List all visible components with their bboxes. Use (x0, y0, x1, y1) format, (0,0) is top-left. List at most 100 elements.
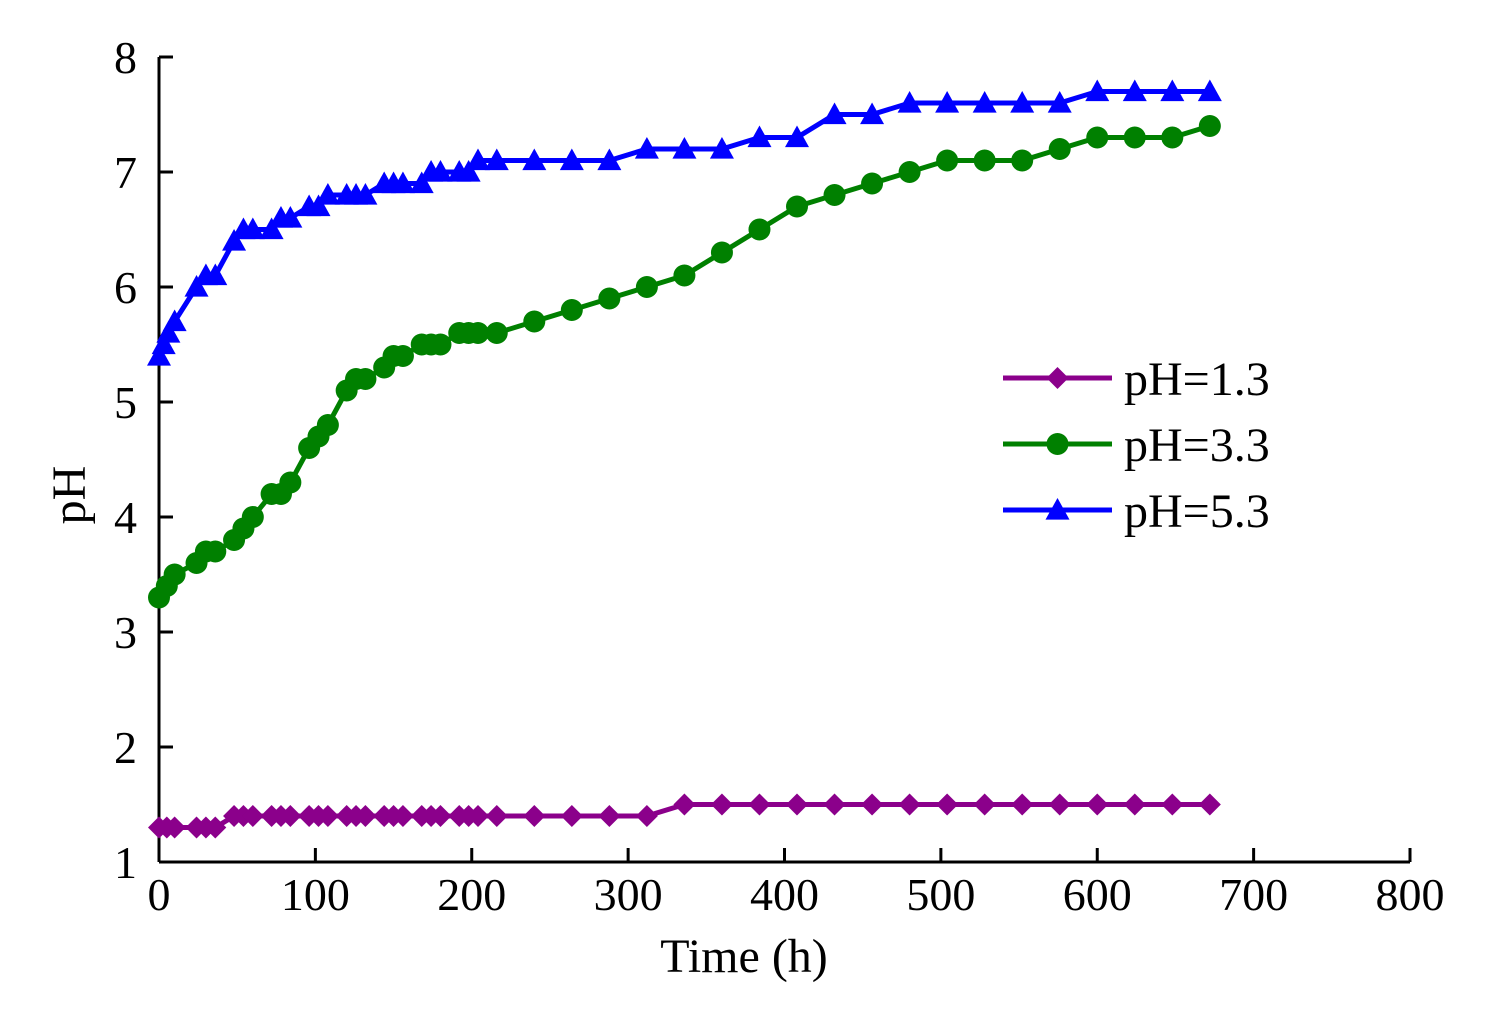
data-point (597, 148, 622, 171)
data-point (1197, 79, 1222, 102)
data-point (523, 310, 546, 333)
data-point (1011, 793, 1034, 816)
data-point (241, 506, 264, 528)
data-point (391, 805, 414, 827)
data-point (523, 805, 546, 827)
data-point (353, 183, 378, 205)
x-tick-label: 700 (1219, 869, 1288, 920)
data-point (635, 805, 658, 827)
data-point (634, 137, 659, 159)
legend-marker (1046, 367, 1069, 389)
data-point (204, 816, 227, 839)
data-point (860, 102, 885, 125)
data-point (710, 241, 733, 264)
data-point (785, 125, 810, 148)
data-point (278, 206, 303, 228)
series-layer (147, 79, 1222, 839)
data-point (1123, 126, 1146, 149)
data-point (354, 805, 377, 827)
series-triangle (147, 79, 1222, 366)
data-point (936, 793, 959, 816)
legend-item: pH=1.3 (1003, 353, 1270, 406)
data-point (673, 264, 696, 287)
data-point (823, 793, 846, 816)
data-point (972, 91, 997, 113)
series-diamond (148, 793, 1221, 839)
legend-marker (1045, 498, 1070, 520)
data-point (147, 344, 171, 366)
data-point (898, 161, 921, 183)
y-axis-title: pH (43, 466, 96, 525)
x-tick-label: 500 (906, 869, 975, 920)
data-point (467, 322, 490, 344)
legend-marker (1046, 433, 1069, 455)
data-point (559, 148, 584, 171)
data-point (1085, 79, 1110, 102)
data-point (598, 287, 621, 310)
data-point (1161, 126, 1184, 149)
y-tick-label: 2 (114, 722, 137, 773)
y-tick-label: 5 (114, 377, 137, 428)
data-point (1047, 91, 1072, 113)
series-line (156, 123, 1211, 599)
data-point (710, 793, 733, 816)
data-point (204, 540, 227, 563)
x-axis-title: Time (h) (660, 930, 828, 983)
x-tick-label: 0 (148, 869, 171, 920)
axes: 0 100 200 300 400 500 600 700 800 1 2 3 4 5 6 7 8 (114, 32, 1445, 920)
data-point (560, 299, 583, 321)
data-point (861, 793, 884, 816)
data-point (222, 229, 247, 251)
data-point (1086, 126, 1109, 149)
data-point (151, 332, 176, 355)
data-point (163, 563, 186, 586)
data-point (1086, 793, 1109, 816)
x-tick-label: 400 (750, 869, 819, 920)
data-point (1011, 149, 1034, 172)
y-tick-label: 8 (114, 32, 137, 83)
data-point (429, 333, 452, 356)
data-point (1122, 79, 1147, 102)
y-tick-label: 7 (114, 147, 137, 198)
data-point (316, 805, 339, 827)
data-point (747, 125, 772, 148)
data-point (635, 276, 658, 298)
data-point (973, 793, 996, 816)
x-tick-label: 200 (437, 869, 506, 920)
y-tick-label: 3 (114, 607, 137, 658)
data-point (466, 148, 491, 171)
data-point (598, 805, 621, 827)
data-point (1048, 793, 1071, 816)
data-point (973, 149, 996, 172)
data-point (822, 102, 847, 125)
data-point (861, 172, 884, 195)
data-point (279, 471, 302, 494)
y-tick-label: 6 (114, 262, 137, 313)
y-tick-label: 4 (114, 492, 137, 543)
data-point (306, 194, 331, 217)
data-point (897, 91, 922, 113)
data-point (259, 217, 284, 240)
data-point (316, 414, 339, 436)
legend-item: pH=5.3 (1003, 485, 1270, 538)
data-point (786, 793, 809, 816)
data-point (709, 137, 734, 159)
data-point (240, 217, 265, 240)
data-point (485, 805, 508, 827)
data-point (485, 322, 508, 344)
data-point (156, 321, 181, 343)
data-point (935, 91, 960, 113)
data-point (163, 816, 186, 839)
legend-label: pH=1.3 (1124, 353, 1270, 406)
data-point (354, 368, 377, 390)
data-point (456, 160, 481, 182)
data-point (241, 805, 264, 827)
data-point (315, 183, 340, 205)
data-point (936, 149, 959, 172)
data-point (898, 793, 921, 816)
data-point (409, 171, 434, 194)
data-point (522, 148, 547, 171)
data-point (748, 793, 771, 816)
x-tick-label: 100 (281, 869, 350, 920)
data-point (279, 805, 302, 827)
